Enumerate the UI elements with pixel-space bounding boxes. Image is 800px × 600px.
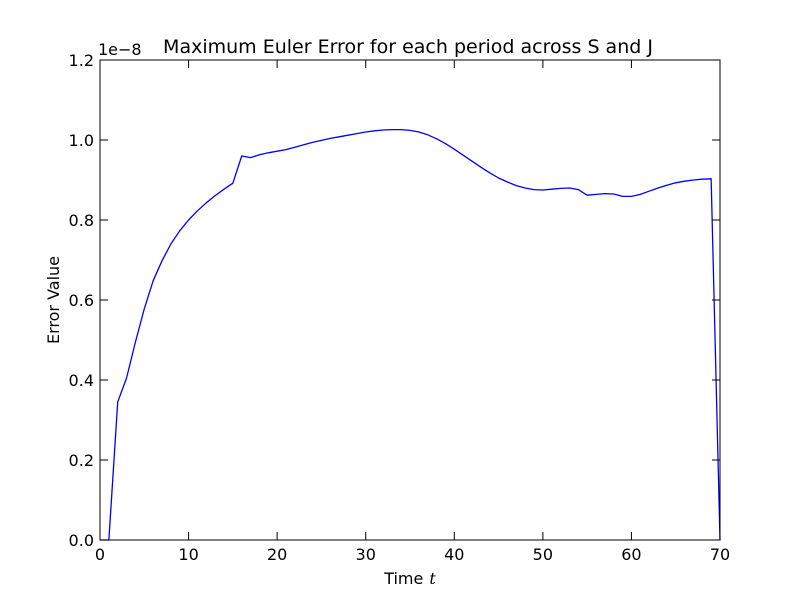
series-layer [100, 128, 721, 541]
y-tick-label: 1.2 [69, 51, 94, 70]
x-axis-label: Time t [383, 569, 436, 588]
y-axis-label: Error Value [44, 256, 63, 344]
y-tick-label: 0.4 [69, 371, 94, 390]
x-tick-label: 30 [356, 545, 376, 564]
y-tick-label: 1.0 [69, 131, 94, 150]
y-tick-label: 0.2 [69, 451, 94, 470]
x-tick-label: 10 [178, 545, 198, 564]
x-tick-label: 70 [710, 545, 730, 564]
y-tick-label: 0.6 [69, 291, 94, 310]
plot-frame [99, 59, 721, 541]
x-tick-label: 40 [444, 545, 464, 564]
series-line [100, 128, 721, 541]
y-offset-label: 1e−8 [98, 40, 142, 59]
y-axis-ticks: 0.0 0.2 0.4 0.6 0.8 1.0 1.2 [69, 51, 720, 550]
x-axis-ticks: 0 10 20 30 40 50 60 70 [95, 60, 730, 564]
plot-area [100, 60, 720, 540]
x-tick-label: 20 [267, 545, 287, 564]
x-tick-label: 0 [95, 545, 105, 564]
x-tick-label: 50 [533, 545, 553, 564]
y-tick-label: 0.8 [69, 211, 94, 230]
x-axis-label-text: Time [383, 569, 423, 588]
chart-title: Maximum Euler Error for each period acro… [163, 36, 653, 58]
x-tick-label: 60 [621, 545, 641, 564]
x-axis-label-variable: t [429, 569, 436, 588]
y-tick-label: 0.0 [69, 531, 94, 550]
